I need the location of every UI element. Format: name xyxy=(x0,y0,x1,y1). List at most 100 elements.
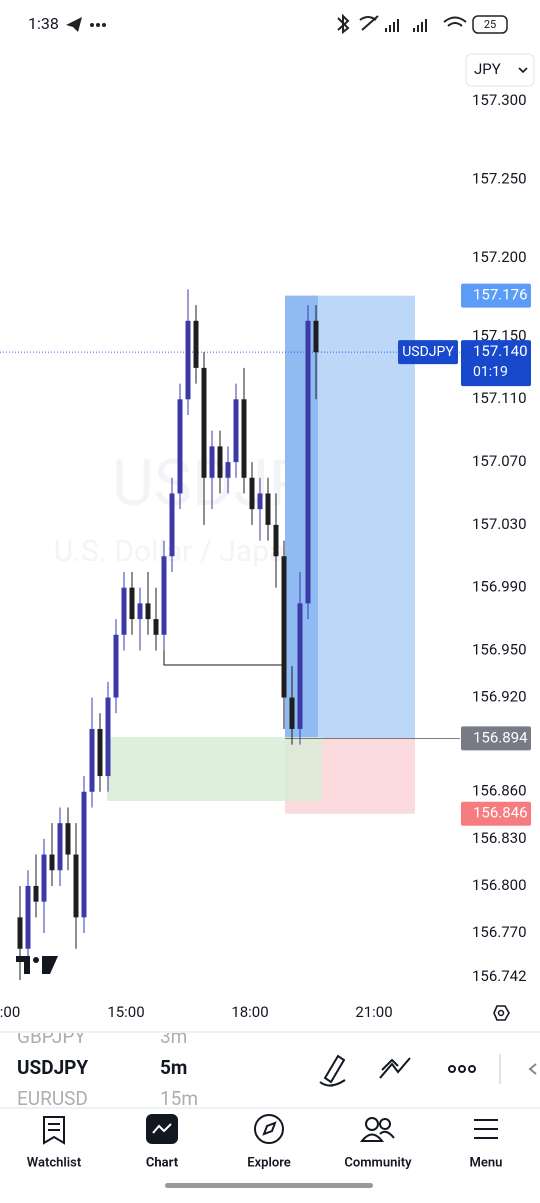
candle-body xyxy=(17,917,23,949)
candle-body xyxy=(193,320,199,368)
draw-button[interactable] xyxy=(319,1054,346,1087)
symbol-tag xyxy=(398,340,458,365)
candle-body xyxy=(217,446,223,478)
candle-body xyxy=(89,728,95,792)
candle-body xyxy=(177,399,183,494)
last-price-label: 157.140 xyxy=(473,342,528,360)
candle-body xyxy=(161,556,167,635)
demand-zone xyxy=(107,737,322,801)
tv-logo xyxy=(16,956,58,974)
countdown: 01:19 xyxy=(473,364,508,380)
stop-tag xyxy=(461,801,531,826)
candle-body xyxy=(113,634,119,698)
candle-body xyxy=(273,524,279,557)
candle-body xyxy=(137,603,143,620)
status-icons xyxy=(337,13,467,35)
more-button[interactable] xyxy=(448,1065,476,1073)
status-time: 1:38 xyxy=(28,14,59,33)
price-tick-label: 156.800 xyxy=(472,876,527,894)
watchlist-strip: GBPJPY 3m USDJPY 5m EURUSD 15m xyxy=(17,1025,198,1110)
telegram-icon xyxy=(66,17,82,32)
price-tick-label: 157.250 xyxy=(472,169,527,187)
price-tick-label: 156.770 xyxy=(472,923,527,941)
entry-tag-label: 156.894 xyxy=(473,728,528,746)
candle-body xyxy=(305,320,311,604)
candle-body xyxy=(57,823,63,871)
price-tick-label: 157.110 xyxy=(472,389,527,407)
candle-body xyxy=(49,854,55,871)
price-tick-label: 157.150 xyxy=(472,326,527,344)
scroll-hint xyxy=(528,1063,537,1075)
candle-body xyxy=(121,587,127,635)
stop-tag-label: 156.846 xyxy=(473,804,528,822)
watchlist-symbol[interactable]: EURUSD xyxy=(17,1087,88,1110)
candle-body xyxy=(209,446,215,478)
candle-body xyxy=(297,603,303,729)
currency-selector[interactable] xyxy=(465,53,535,87)
nav-item[interactable]: Menu xyxy=(470,1155,503,1170)
candle-body xyxy=(81,791,87,918)
battery xyxy=(472,15,508,34)
time-tick-label: 18:00 xyxy=(231,1003,268,1021)
watchlist-symbol[interactable]: GBPJPY xyxy=(17,1025,86,1048)
nav-icons xyxy=(43,1114,498,1145)
candle-body xyxy=(201,367,207,478)
price-tick-label: 157.030 xyxy=(472,515,527,533)
candle-body xyxy=(33,885,39,902)
candle-body xyxy=(153,619,159,635)
price-tick-label: 157.070 xyxy=(472,452,527,470)
price-tick-label: 156.860 xyxy=(472,782,527,800)
entry-tag xyxy=(461,726,531,751)
candle-body xyxy=(97,728,103,777)
watchlist-symbol[interactable]: USDJPY xyxy=(17,1056,88,1079)
candle-body xyxy=(249,477,255,510)
price-tick-label: 156.990 xyxy=(472,578,527,596)
nav-item[interactable]: Explore xyxy=(247,1155,291,1170)
candle-body xyxy=(313,320,319,353)
candle-body xyxy=(265,493,271,525)
last-price-tag xyxy=(461,340,531,387)
candle-body xyxy=(41,854,47,902)
candle-body xyxy=(25,885,31,949)
currency-selector-label: JPY xyxy=(474,60,501,78)
nav-item[interactable]: Watchlist xyxy=(27,1155,82,1170)
drawn-line xyxy=(163,618,285,666)
symbol-tag-label: USDJPY xyxy=(402,344,454,360)
candle-body xyxy=(241,399,247,478)
candle-body xyxy=(65,823,71,855)
time-tick-label: 21:00 xyxy=(355,1003,392,1021)
candle-body xyxy=(281,556,287,698)
settings-button[interactable] xyxy=(493,1005,510,1021)
watchlist-interval[interactable]: 5m xyxy=(160,1056,187,1079)
price-tick-label: 156.950 xyxy=(472,640,527,658)
more-dots xyxy=(90,23,106,27)
toolbar xyxy=(319,1054,537,1087)
watchlist-interval[interactable]: 15m xyxy=(160,1087,198,1110)
candle-body xyxy=(169,493,175,557)
target-tag xyxy=(461,283,531,308)
time-tick-label: 15:00 xyxy=(107,1003,144,1021)
battery-level: 25 xyxy=(484,18,496,31)
candle-body xyxy=(105,697,111,777)
watchlist-interval[interactable]: 3m xyxy=(160,1025,187,1048)
settings-icon-center xyxy=(497,1009,505,1017)
candle-body xyxy=(289,697,295,729)
nav-item[interactable]: Chart xyxy=(146,1155,179,1170)
home-indicator xyxy=(165,1183,373,1188)
nav-item[interactable]: Community xyxy=(344,1155,412,1170)
candle-body xyxy=(233,399,239,463)
chevron xyxy=(518,67,528,74)
price-tick-label: 156.830 xyxy=(472,829,527,847)
price-tick-label: 157.200 xyxy=(472,248,527,266)
price-tick-label: 156.920 xyxy=(472,688,527,706)
price-tick-label: 156.742 xyxy=(472,967,527,985)
candle-body xyxy=(145,603,151,620)
indicators-button[interactable] xyxy=(379,1057,411,1079)
time-tick-label: :00 xyxy=(0,1003,20,1021)
price-tick-label: 157.300 xyxy=(472,91,527,109)
candle-body xyxy=(225,462,231,478)
candle-body xyxy=(185,320,191,400)
